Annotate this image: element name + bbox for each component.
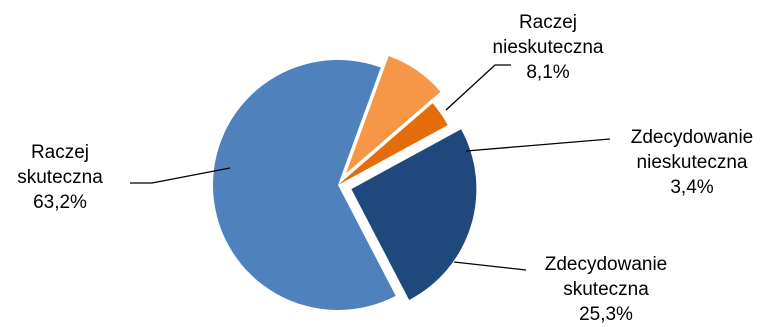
- slice-value-label: 3,4%: [670, 177, 713, 198]
- leader-line-0: [445, 64, 511, 111]
- slice-category-label: Raczej: [31, 142, 89, 163]
- slice-label-0: Raczej nieskuteczna 8,1%: [493, 12, 604, 83]
- slice-category-label: Zdecydowanie: [545, 254, 668, 275]
- slice-category-label: nieskuteczna: [637, 152, 748, 173]
- pie-slice-0: [345, 56, 441, 174]
- leader-line-1: [465, 138, 611, 152]
- slice-labels: Raczej nieskuteczna 8,1% Zdecydowanie niesku…: [17, 12, 753, 325]
- leader-lines: [130, 64, 611, 271]
- pie-slice-1: [338, 103, 448, 185]
- leader-line-2: [453, 261, 527, 271]
- slice-value-label: 63,2%: [33, 192, 87, 213]
- slice-label-1: Zdecydowanie nieskuteczna 3,4%: [631, 127, 754, 198]
- slice-value-label: 8,1%: [526, 62, 569, 83]
- slice-category-label: skuteczna: [563, 279, 649, 300]
- pie-slices: [213, 56, 477, 311]
- slice-value-label: 25,3%: [579, 304, 633, 325]
- slice-category-label: nieskuteczna: [493, 37, 604, 58]
- slice-category-label: Zdecydowanie: [631, 127, 754, 148]
- slice-category-label: Raczej: [519, 12, 577, 33]
- slice-label-2: Zdecydowanie skuteczna 25,3%: [545, 254, 668, 325]
- pie-slice-3: [213, 60, 396, 311]
- slice-label-3: Raczej skuteczna 63,2%: [17, 142, 103, 213]
- slice-category-label: skuteczna: [17, 167, 103, 188]
- pie-slice-2: [351, 129, 477, 300]
- leader-line-3: [130, 167, 231, 184]
